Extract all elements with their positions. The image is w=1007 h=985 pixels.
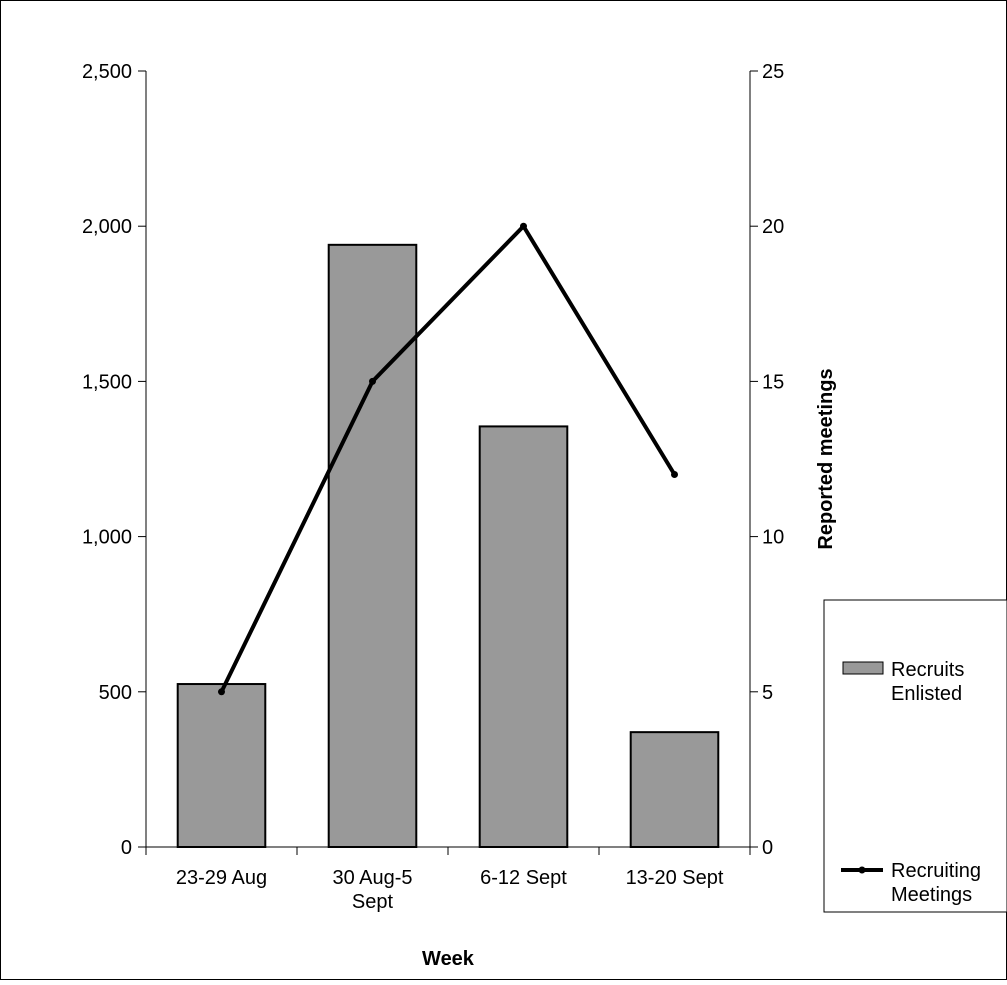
x-ticks bbox=[145, 847, 751, 855]
bar bbox=[327, 243, 418, 849]
right-tick-label: 5 bbox=[762, 682, 773, 704]
category-label: Sept bbox=[352, 891, 394, 913]
series-line bbox=[219, 222, 677, 693]
left-tick-label: 2,000 bbox=[82, 216, 132, 238]
left-tick-label: 2,500 bbox=[82, 61, 132, 83]
line-point bbox=[369, 377, 376, 385]
left-y-ticks: 0 500 1,000 1,500 2,000 2,500 bbox=[82, 61, 146, 859]
legend-label: Meetings bbox=[891, 884, 972, 906]
legend-line-marker bbox=[858, 866, 866, 874]
x-axis-title: Week bbox=[422, 948, 475, 970]
line-series bbox=[218, 222, 678, 696]
legend-box bbox=[823, 599, 1007, 913]
legend-label: Recruits bbox=[891, 659, 964, 681]
left-tick-label: 1,500 bbox=[82, 371, 132, 393]
bar bbox=[478, 425, 569, 848]
right-y-ticks: 0 5 10 15 20 25 bbox=[750, 61, 784, 859]
line-point bbox=[520, 222, 527, 230]
right-tick-label: 10 bbox=[762, 527, 784, 549]
bar bbox=[176, 683, 267, 848]
right-tick-label: 20 bbox=[762, 216, 784, 238]
right-tick-label: 15 bbox=[762, 371, 784, 393]
line-point bbox=[218, 688, 225, 696]
category-label: 6-12 Sept bbox=[480, 867, 567, 889]
left-tick-label: 1,000 bbox=[82, 527, 132, 549]
legend-bar-swatch bbox=[842, 661, 884, 675]
left-tick-label: 500 bbox=[99, 682, 132, 704]
left-tick-label: 0 bbox=[121, 837, 132, 859]
bar-series bbox=[176, 243, 720, 849]
legend-label: Enlisted bbox=[891, 683, 962, 705]
line-point bbox=[671, 471, 678, 479]
right-tick-label: 0 bbox=[762, 837, 773, 859]
right-y-axis-title: Reported meetings bbox=[815, 368, 837, 549]
category-label: 13-20 Sept bbox=[626, 867, 724, 889]
right-tick-label: 25 bbox=[762, 61, 784, 83]
category-label: 30 Aug-5 bbox=[332, 867, 412, 889]
legend-label: Recruiting bbox=[891, 860, 981, 882]
bar bbox=[629, 731, 720, 848]
category-label: 23-29 Aug bbox=[176, 867, 267, 889]
